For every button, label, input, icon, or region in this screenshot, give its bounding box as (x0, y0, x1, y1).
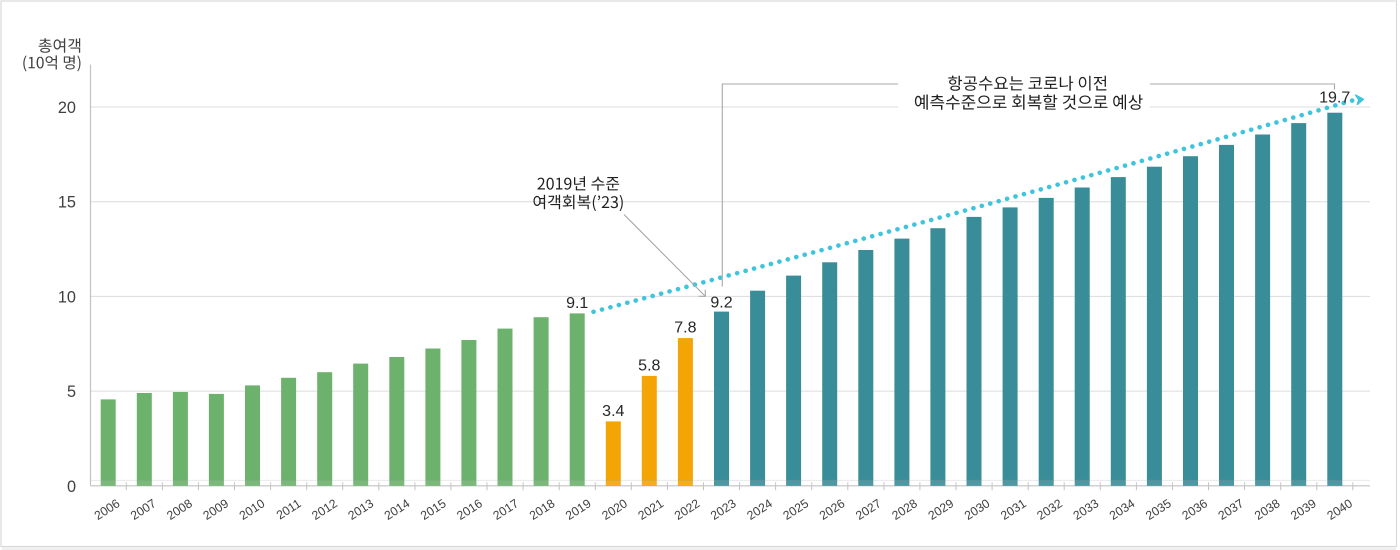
svg-text:7.8: 7.8 (674, 320, 696, 337)
svg-text:5: 5 (67, 383, 76, 401)
svg-text:3.4: 3.4 (602, 403, 624, 420)
svg-text:10: 10 (58, 288, 76, 306)
svg-text:5.8: 5.8 (638, 358, 660, 375)
svg-text:9.2: 9.2 (710, 295, 732, 312)
svg-text:9.1: 9.1 (566, 295, 588, 312)
svg-text:19.7: 19.7 (1319, 90, 1350, 107)
svg-text:20: 20 (58, 99, 76, 117)
svg-text:0: 0 (67, 478, 76, 496)
svg-text:15: 15 (58, 194, 76, 212)
